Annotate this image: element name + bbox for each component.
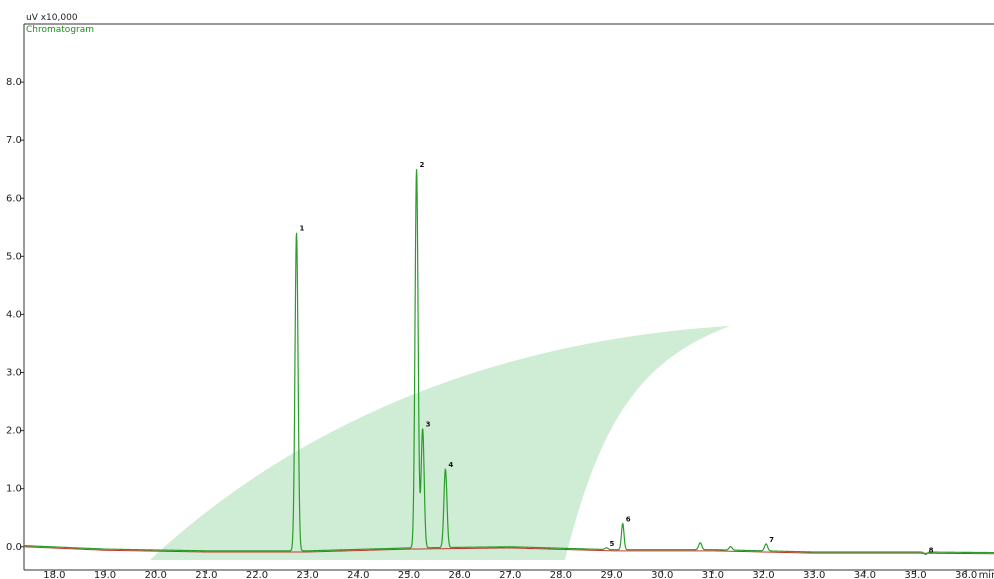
x-unit-label: min [979, 570, 994, 579]
x-tick-label: 24.0 [347, 570, 369, 579]
peak-label: 3 [426, 421, 431, 429]
y-tick-label: 3.0 [6, 368, 22, 379]
y-axis-ticks: 0.0 1.0 2.0 3.0 4.0 5.0 6.0 7.0 8.0 [6, 77, 24, 553]
peak-label: 6 [626, 516, 631, 524]
y-tick-label: 0.0 [6, 542, 22, 553]
watermark-shape [150, 326, 730, 560]
x-tick-label: 20.0 [145, 570, 167, 579]
x-tick-label: 18.0 [43, 570, 65, 579]
peak-label: 4 [448, 461, 453, 469]
peak-label: 1 [300, 225, 305, 233]
y-tick-label: 8.0 [6, 77, 22, 88]
x-tick-label: 25.0 [398, 570, 420, 579]
x-tick-label: 34.0 [854, 570, 876, 579]
x-tick-label: 31.0 [702, 570, 724, 579]
x-axis-ticks: 18.0 19.0 20.0 21.0 22.0 23.0 24.0 25.0 26.0 27.0… [43, 570, 994, 579]
peak-label: 8 [929, 546, 934, 554]
x-tick-label: 22.0 [246, 570, 268, 579]
peak-label: 2 [420, 161, 425, 169]
x-tick-label: 28.0 [550, 570, 572, 579]
y-tick-label: 1.0 [6, 484, 22, 495]
y-tick-label: 6.0 [6, 193, 22, 204]
x-tick-label: 21.0 [195, 570, 217, 579]
y-tick-label: 5.0 [6, 251, 22, 262]
trace-name-label: Chromatogram [26, 25, 94, 35]
x-tick-label: 23.0 [297, 570, 319, 579]
x-tick-label: 33.0 [803, 570, 825, 579]
baseline-trace [23, 546, 994, 555]
x-tick-label: 26.0 [448, 570, 470, 579]
x-tick-label: 35.0 [904, 570, 926, 579]
chromatogram-trace [23, 169, 994, 555]
x-tick-label: 19.0 [94, 570, 116, 579]
scale-label: uV x10,000 [26, 13, 78, 23]
peak-labels: 1 2 3 4 5 6 7 8 [300, 161, 934, 554]
x-tick-label: 29.0 [600, 570, 622, 579]
peak-label: 5 [610, 540, 615, 548]
y-tick-label: 2.0 [6, 426, 22, 437]
x-tick-label: 32.0 [752, 570, 774, 579]
x-tick-label: 30.0 [651, 570, 673, 579]
y-tick-label: 4.0 [6, 309, 22, 320]
peak-label: 7 [769, 536, 774, 544]
x-tick-label: 36.0 [955, 570, 977, 579]
x-tick-label: 27.0 [499, 570, 521, 579]
y-tick-label: 7.0 [6, 135, 22, 146]
